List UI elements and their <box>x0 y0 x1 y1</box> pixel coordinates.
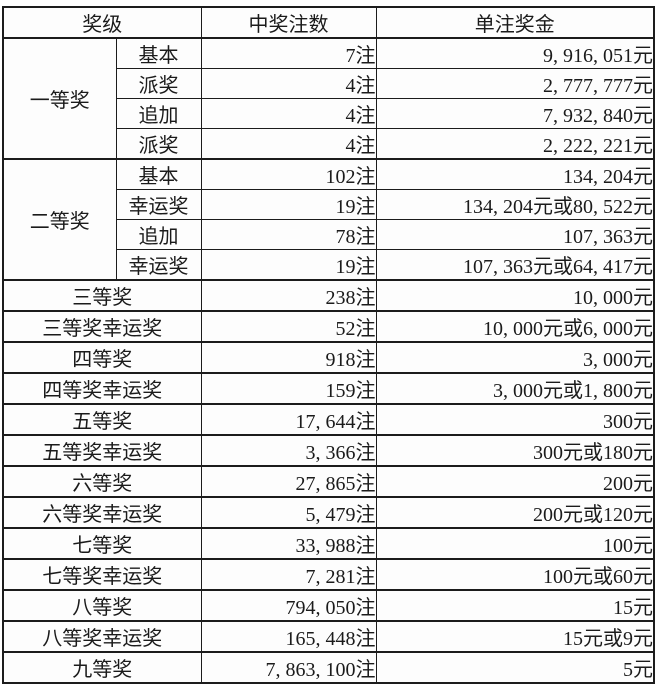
prize-level-cell: 九等奖 <box>2 651 202 684</box>
table-row: 派奖 4注 2, 222, 221元 <box>3 128 655 160</box>
table-header-row: 奖级 中奖注数 单注奖金 <box>2 6 655 39</box>
table-row: 三等奖幸运奖 52注 10, 000元或6, 000元 <box>2 310 655 343</box>
prize-subtype-cell: 派奖 <box>115 128 202 160</box>
winning-count-cell: 159注 <box>200 372 377 405</box>
winning-count-cell: 33, 988注 <box>200 527 377 560</box>
table-row: 五等奖幸运奖 3, 366注 300元或180元 <box>2 434 655 467</box>
header-winning-count: 中奖注数 <box>200 6 377 39</box>
table-row: 追加 4注 7, 932, 840元 <box>3 98 655 129</box>
winning-count-cell: 52注 <box>200 310 377 343</box>
table-row: 幸运奖 19注 134, 204元或80, 522元 <box>3 189 655 220</box>
table-row: 二等奖 基本 102注 134, 204元 <box>2 158 655 281</box>
winning-count-cell: 27, 865注 <box>200 465 377 498</box>
winning-count-cell: 19注 <box>200 189 377 220</box>
table-row: 七等奖 33, 988注 100元 <box>2 527 655 560</box>
header-prize-amount: 单注奖金 <box>375 6 655 39</box>
prize-amount-cell: 10, 000元 <box>375 279 655 312</box>
prize-amount-cell: 7, 932, 840元 <box>375 98 655 129</box>
prize-amount-cell: 100元 <box>375 527 655 560</box>
prize-level-cell: 八等奖 <box>2 589 202 622</box>
prize-subtype-cell: 基本 <box>115 158 202 190</box>
prize-level-cell: 四等奖幸运奖 <box>2 372 202 405</box>
table-row: 七等奖幸运奖 7, 281注 100元或60元 <box>2 558 655 591</box>
prize-amount-cell: 100元或60元 <box>375 558 655 591</box>
prize-level-cell: 七等奖幸运奖 <box>2 558 202 591</box>
table-row: 五等奖 17, 644注 300元 <box>2 403 655 436</box>
prize-subtype-cell: 幸运奖 <box>115 249 202 281</box>
prize-level-cell: 三等奖 <box>2 279 202 312</box>
prize-amount-cell: 2, 222, 221元 <box>375 128 655 160</box>
winning-count-cell: 7, 863, 100注 <box>200 651 377 684</box>
prize-subtype-cell: 幸运奖 <box>115 189 202 220</box>
winning-count-cell: 17, 644注 <box>200 403 377 436</box>
prize-level-cell: 五等奖 <box>2 403 202 436</box>
prize-subtype-cell: 追加 <box>115 98 202 129</box>
winning-count-cell: 4注 <box>200 68 377 99</box>
prize-level-cell: 四等奖 <box>2 341 202 374</box>
prize-subtype-cell: 追加 <box>115 219 202 250</box>
prize-level-cell: 一等奖 <box>2 37 117 160</box>
prize-amount-cell: 10, 000元或6, 000元 <box>375 310 655 343</box>
winning-count-cell: 19注 <box>200 249 377 281</box>
lottery-prize-table: 奖级 中奖注数 单注奖金 一等奖 基本 7注 9, 916, 051元 派奖 4… <box>2 6 655 684</box>
table-row: 派奖 4注 2, 777, 777元 <box>3 68 655 99</box>
prize-amount-cell: 15元 <box>375 589 655 622</box>
table-row: 幸运奖 19注 107, 363元或64, 417元 <box>3 249 655 281</box>
screenshot-root: 奖级 中奖注数 单注奖金 一等奖 基本 7注 9, 916, 051元 派奖 4… <box>2 6 655 684</box>
prize-level-cell: 七等奖 <box>2 527 202 560</box>
prize-level-cell: 六等奖幸运奖 <box>2 496 202 529</box>
prize-amount-cell: 300元或180元 <box>375 434 655 467</box>
prize-amount-cell: 3, 000元 <box>375 341 655 374</box>
prize-amount-cell: 5元 <box>375 651 655 684</box>
prize-amount-cell: 9, 916, 051元 <box>375 37 655 69</box>
table-row: 四等奖 918注 3, 000元 <box>2 341 655 374</box>
winning-count-cell: 238注 <box>200 279 377 312</box>
prize-subtype-cell: 派奖 <box>115 68 202 99</box>
winning-count-cell: 3, 366注 <box>200 434 377 467</box>
prize-amount-cell: 134, 204元或80, 522元 <box>375 189 655 220</box>
winning-count-cell: 918注 <box>200 341 377 374</box>
prize-amount-cell: 2, 777, 777元 <box>375 68 655 99</box>
prize-subtype-cell: 基本 <box>115 37 202 69</box>
table-row: 八等奖 794, 050注 15元 <box>2 589 655 622</box>
table-row: 四等奖幸运奖 159注 3, 000元或1, 800元 <box>2 372 655 405</box>
header-prize-level: 奖级 <box>2 6 202 39</box>
table-row: 六等奖幸运奖 5, 479注 200元或120元 <box>2 496 655 529</box>
table-row: 追加 78注 107, 363元 <box>3 219 655 250</box>
table-row: 三等奖 238注 10, 000元 <box>2 279 655 312</box>
winning-count-cell: 7, 281注 <box>200 558 377 591</box>
prize-amount-cell: 107, 363元 <box>375 219 655 250</box>
prize-amount-cell: 134, 204元 <box>375 158 655 190</box>
prize-level-cell: 三等奖幸运奖 <box>2 310 202 343</box>
prize-amount-cell: 15元或9元 <box>375 620 655 653</box>
winning-count-cell: 165, 448注 <box>200 620 377 653</box>
table-row: 六等奖 27, 865注 200元 <box>2 465 655 498</box>
table-row: 一等奖 基本 7注 9, 916, 051元 <box>2 37 655 160</box>
winning-count-cell: 102注 <box>200 158 377 190</box>
winning-count-cell: 4注 <box>200 98 377 129</box>
winning-count-cell: 7注 <box>200 37 377 69</box>
prize-level-cell: 八等奖幸运奖 <box>2 620 202 653</box>
table-row: 八等奖幸运奖 165, 448注 15元或9元 <box>2 620 655 653</box>
winning-count-cell: 4注 <box>200 128 377 160</box>
prize-level-cell: 六等奖 <box>2 465 202 498</box>
prize-level-cell: 二等奖 <box>2 158 117 281</box>
winning-count-cell: 78注 <box>200 219 377 250</box>
table-row-clipped: 九等奖 7, 863, 100注 5元 <box>2 651 655 684</box>
prize-amount-cell: 3, 000元或1, 800元 <box>375 372 655 405</box>
winning-count-cell: 794, 050注 <box>200 589 377 622</box>
prize-amount-cell: 300元 <box>375 403 655 436</box>
winning-count-cell: 5, 479注 <box>200 496 377 529</box>
prize-amount-cell: 200元 <box>375 465 655 498</box>
prize-level-cell: 五等奖幸运奖 <box>2 434 202 467</box>
prize-amount-cell: 107, 363元或64, 417元 <box>375 249 655 281</box>
prize-amount-cell: 200元或120元 <box>375 496 655 529</box>
